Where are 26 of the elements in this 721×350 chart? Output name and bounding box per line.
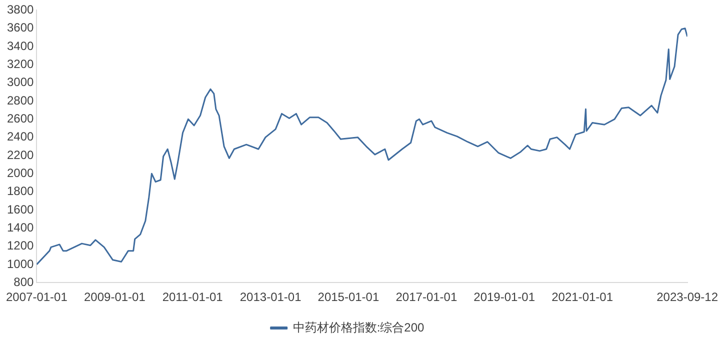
y-tick-label: 2200 (6, 148, 34, 162)
x-tick-label: 2023-09-12 (656, 290, 718, 304)
y-tick-label: 3200 (6, 56, 34, 71)
y-tick-label: 2000 (6, 166, 34, 180)
y-tick-label: 2800 (6, 93, 34, 108)
x-tick-label: 2015-01-01 (318, 290, 380, 304)
y-tick-label: 800 (14, 274, 34, 289)
x-tick-label: 2011-01-01 (162, 290, 224, 304)
x-tick-label: 2013-01-01 (240, 290, 302, 304)
y-tick-label: 3800 (6, 2, 34, 17)
y-tick-label: 1200 (6, 238, 34, 253)
y-tick-label: 1600 (6, 202, 34, 216)
y-tick-label: 2400 (6, 130, 34, 144)
x-tick-label: 2019-01-01 (474, 290, 536, 304)
y-tick-label: 1800 (6, 184, 34, 198)
x-tick-label: 2009-01-01 (84, 290, 146, 304)
y-tick-label: 2600 (6, 111, 34, 126)
x-tick-label: 2007-01-01 (6, 290, 68, 304)
y-tick-label: 3600 (6, 20, 34, 35)
legend-label: 中药材价格指数:综合200 (292, 320, 425, 334)
x-tick-label: 2021-01-01 (552, 290, 614, 304)
y-tick-label: 1000 (6, 256, 34, 271)
x-tick-label: 2017-01-01 (396, 290, 458, 304)
y-tick-label: 1400 (6, 220, 34, 234)
y-tick-label: 3000 (6, 75, 34, 90)
y-tick-label: 3400 (6, 38, 34, 53)
